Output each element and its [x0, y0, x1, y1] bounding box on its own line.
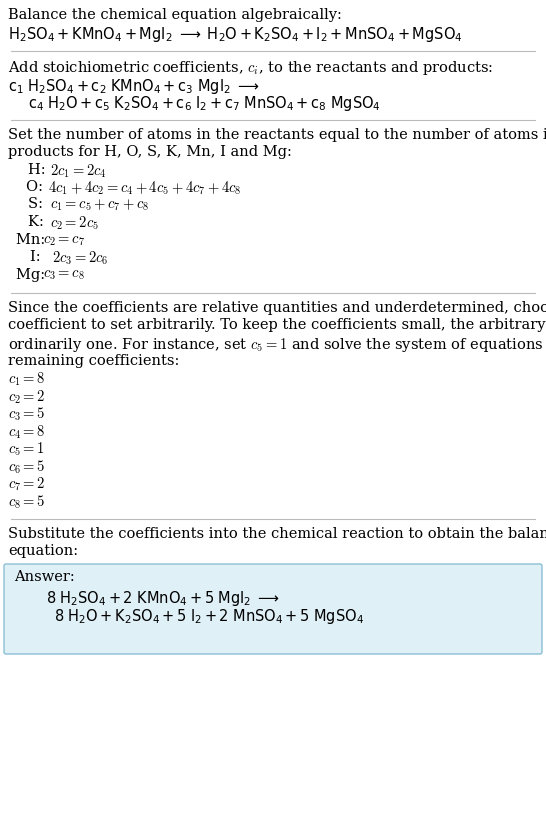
Text: Answer:: Answer: — [14, 570, 75, 584]
Text: K:: K: — [28, 215, 53, 229]
Text: $c_1 = c_5 + c_7 + c_8$: $c_1 = c_5 + c_7 + c_8$ — [50, 197, 149, 213]
Text: Add stoichiometric coefficients, $c_i$, to the reactants and products:: Add stoichiometric coefficients, $c_i$, … — [8, 59, 493, 77]
Text: Set the number of atoms in the reactants equal to the number of atoms in the: Set the number of atoms in the reactants… — [8, 127, 546, 142]
Text: $c_6 = 5$: $c_6 = 5$ — [8, 459, 45, 476]
Text: $c_3 = 5$: $c_3 = 5$ — [8, 406, 45, 424]
Text: Mn:: Mn: — [16, 232, 55, 246]
Text: $c_3 = c_8$: $c_3 = c_8$ — [43, 267, 85, 283]
Text: $c_8 = 5$: $c_8 = 5$ — [8, 494, 45, 511]
Text: coefficient to set arbitrarily. To keep the coefficients small, the arbitrary va: coefficient to set arbitrarily. To keep … — [8, 319, 546, 333]
Text: $c_1 = 8$: $c_1 = 8$ — [8, 371, 45, 389]
Text: remaining coefficients:: remaining coefficients: — [8, 354, 180, 368]
Text: products for H, O, S, K, Mn, I and Mg:: products for H, O, S, K, Mn, I and Mg: — [8, 145, 292, 159]
FancyBboxPatch shape — [4, 564, 542, 654]
Text: Substitute the coefficients into the chemical reaction to obtain the balanced: Substitute the coefficients into the che… — [8, 527, 546, 541]
Text: $\mathregular{c_1\ H_2SO_4 + c_2\ KMnO_4 + c_3\ MgI_2 \ \longrightarrow}$: $\mathregular{c_1\ H_2SO_4 + c_2\ KMnO_4… — [8, 77, 259, 95]
Text: I:: I: — [30, 250, 50, 264]
Text: S:: S: — [28, 197, 52, 212]
Text: $4 c_1 + 4 c_2 = c_4 + 4 c_5 + 4 c_7 + 4 c_8$: $4 c_1 + 4 c_2 = c_4 + 4 c_5 + 4 c_7 + 4… — [48, 180, 241, 197]
Text: Since the coefficients are relative quantities and underdetermined, choose a: Since the coefficients are relative quan… — [8, 301, 546, 315]
Text: $2 c_3 = 2 c_6$: $2 c_3 = 2 c_6$ — [52, 250, 108, 267]
Text: equation:: equation: — [8, 544, 78, 558]
Text: $c_2 = c_7$: $c_2 = c_7$ — [43, 232, 85, 248]
Text: $c_4 = 8$: $c_4 = 8$ — [8, 424, 45, 441]
Text: Balance the chemical equation algebraically:: Balance the chemical equation algebraica… — [8, 8, 342, 22]
Text: O:: O: — [26, 180, 52, 194]
Text: $\mathregular{8\ H_2O + K_2SO_4 + 5\ I_2 + 2\ MnSO_4 + 5\ MgSO_4}$: $\mathregular{8\ H_2O + K_2SO_4 + 5\ I_2… — [54, 607, 364, 626]
Text: $\mathregular{c_4\ H_2O + c_5\ K_2SO_4 + c_6\ I_2 + c_7\ MnSO_4 + c_8\ MgSO_4}$: $\mathregular{c_4\ H_2O + c_5\ K_2SO_4 +… — [28, 94, 381, 113]
Text: $2 c_1 = 2 c_4$: $2 c_1 = 2 c_4$ — [50, 162, 106, 180]
Text: $\mathregular{H_2SO_4 + KMnO_4 + MgI_2 \ \longrightarrow \ H_2O + K_2SO_4 + I_2 : $\mathregular{H_2SO_4 + KMnO_4 + MgI_2 \… — [8, 25, 462, 45]
Text: $c_5 = 1$: $c_5 = 1$ — [8, 441, 45, 459]
Text: $c_2 = 2$: $c_2 = 2$ — [8, 389, 45, 406]
Text: $c_7 = 2$: $c_7 = 2$ — [8, 476, 45, 493]
Text: ordinarily one. For instance, set $c_5 = 1$ and solve the system of equations fo: ordinarily one. For instance, set $c_5 =… — [8, 336, 546, 354]
Text: H:: H: — [28, 162, 55, 177]
Text: Mg:: Mg: — [16, 267, 55, 281]
Text: $c_2 = 2 c_5$: $c_2 = 2 c_5$ — [50, 215, 99, 232]
Text: $\mathregular{8\ H_2SO_4 + 2\ KMnO_4 + 5\ MgI_2\ \longrightarrow}$: $\mathregular{8\ H_2SO_4 + 2\ KMnO_4 + 5… — [46, 589, 280, 609]
